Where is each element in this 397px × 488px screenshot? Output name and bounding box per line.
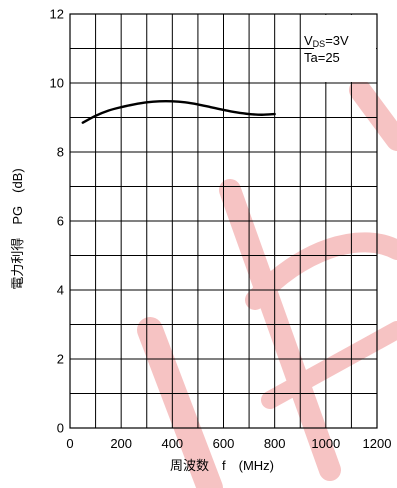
y-tick-label: 8 (57, 145, 64, 160)
tick-labels: 0 200 400 600 800 1000 1200 0 2 4 6 8 10 12 (50, 7, 392, 452)
y-tick-label: 4 (57, 283, 64, 298)
x-tick-label: 1000 (311, 436, 340, 451)
watermark-stroke (349, 79, 397, 151)
x-tick-label: 0 (66, 436, 73, 451)
watermark-stroke (261, 321, 397, 409)
watermark-stroke (245, 232, 397, 310)
series-line-0 (81, 99, 276, 124)
watermark (137, 79, 397, 488)
series-layer (81, 99, 276, 124)
y-axis-label: 電力利得 PG (dB) (10, 168, 25, 289)
y-tick-label: 2 (57, 352, 64, 367)
grid (69, 13, 378, 429)
ta-condition: Ta=25 (304, 50, 340, 65)
x-tick-label: 200 (110, 436, 132, 451)
watermark-stroke (219, 179, 341, 481)
watermark-stroke (137, 317, 223, 488)
annotation-box (314, 15, 376, 82)
x-tick-label: 1200 (363, 436, 392, 451)
x-tick-label: 800 (264, 436, 286, 451)
y-tick-label: 6 (57, 214, 64, 229)
plot-frame (69, 13, 378, 429)
conditions-annotation: VDS=3V Ta=25 (304, 33, 349, 65)
y-tick-label: 12 (50, 7, 64, 22)
x-tick-label: 400 (161, 436, 183, 451)
x-tick-label: 600 (213, 436, 235, 451)
x-axis-label: 周波数 f (MHz) (170, 458, 274, 473)
y-tick-label: 10 (50, 76, 64, 91)
y-tick-label: 0 (57, 421, 64, 436)
vds-condition: VDS=3V (304, 33, 349, 49)
